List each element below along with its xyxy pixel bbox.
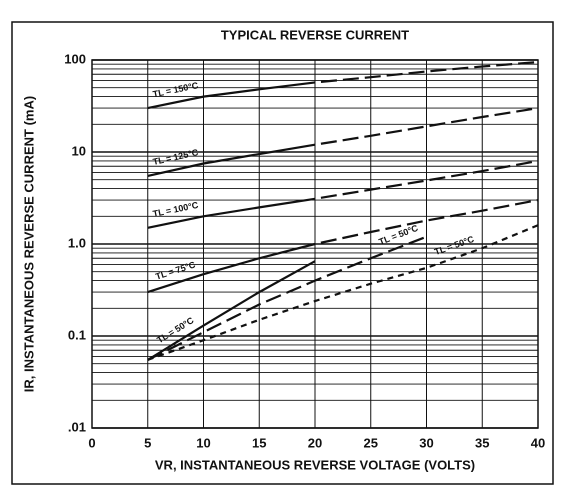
plot-area [91, 59, 539, 429]
y-tick-label: 0.1 [68, 327, 86, 342]
series-line [147, 60, 539, 110]
frame [11, 21, 554, 485]
x-tick-label: 0 [88, 435, 95, 450]
series-label: TL = 50°C [155, 315, 196, 345]
x-tick-label: 40 [531, 435, 545, 450]
x-axis-label: VR, INSTANTANEOUS REVERSE VOLTAGE (VOLTS… [155, 457, 475, 472]
x-tick-label: 25 [364, 435, 378, 450]
x-tick-label: 10 [196, 435, 210, 450]
y-tick-label: 1.0 [68, 235, 86, 250]
y-tick-label: .01 [68, 419, 86, 434]
y-tick-label: 10 [72, 143, 86, 158]
series-line [147, 199, 539, 294]
x-tick-label: 30 [419, 435, 433, 450]
x-tick-label: 20 [308, 435, 322, 450]
series-line [147, 235, 427, 361]
series-label: TL = 50°C [433, 234, 476, 257]
y-axis-label: IR, INSTANTANEOUS REVERSE CURRENT (mA) [21, 96, 36, 392]
series-line [147, 260, 316, 361]
series-label: TL = 125°C [152, 147, 200, 167]
series-line [147, 224, 539, 361]
series-line [147, 107, 539, 177]
y-tick-label: 100 [64, 51, 86, 66]
series-line [147, 159, 539, 229]
chart-title: TYPICAL REVERSE CURRENT [221, 27, 409, 42]
x-tick-label: 15 [252, 435, 266, 450]
x-tick-label: 35 [475, 435, 489, 450]
x-tick-label: 5 [144, 435, 151, 450]
